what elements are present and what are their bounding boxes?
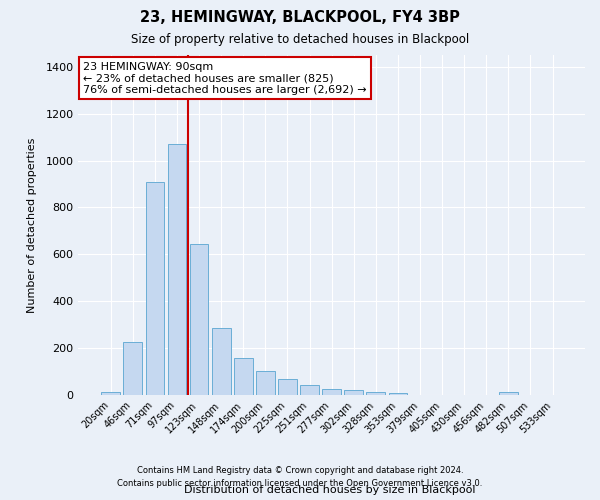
Bar xyxy=(101,392,120,395)
Text: Distribution of detached houses by size in Blackpool: Distribution of detached houses by size … xyxy=(184,485,476,495)
Bar xyxy=(300,386,319,395)
Bar xyxy=(146,182,164,395)
Bar xyxy=(499,392,518,395)
Text: 23 HEMINGWAY: 90sqm
← 23% of detached houses are smaller (825)
76% of semi-detac: 23 HEMINGWAY: 90sqm ← 23% of detached ho… xyxy=(83,62,367,95)
Y-axis label: Number of detached properties: Number of detached properties xyxy=(27,138,37,313)
Bar xyxy=(389,393,407,395)
Text: Size of property relative to detached houses in Blackpool: Size of property relative to detached ho… xyxy=(131,32,469,46)
Bar xyxy=(212,328,230,395)
Bar xyxy=(367,392,385,395)
Bar xyxy=(344,390,363,395)
Text: 23, HEMINGWAY, BLACKPOOL, FY4 3BP: 23, HEMINGWAY, BLACKPOOL, FY4 3BP xyxy=(140,10,460,25)
Bar xyxy=(256,370,275,395)
Bar xyxy=(234,358,253,395)
Bar xyxy=(124,342,142,395)
Text: Contains HM Land Registry data © Crown copyright and database right 2024.
Contai: Contains HM Land Registry data © Crown c… xyxy=(118,466,482,487)
Bar xyxy=(322,390,341,395)
Bar xyxy=(190,244,208,395)
Bar xyxy=(167,144,187,395)
Bar xyxy=(278,379,297,395)
